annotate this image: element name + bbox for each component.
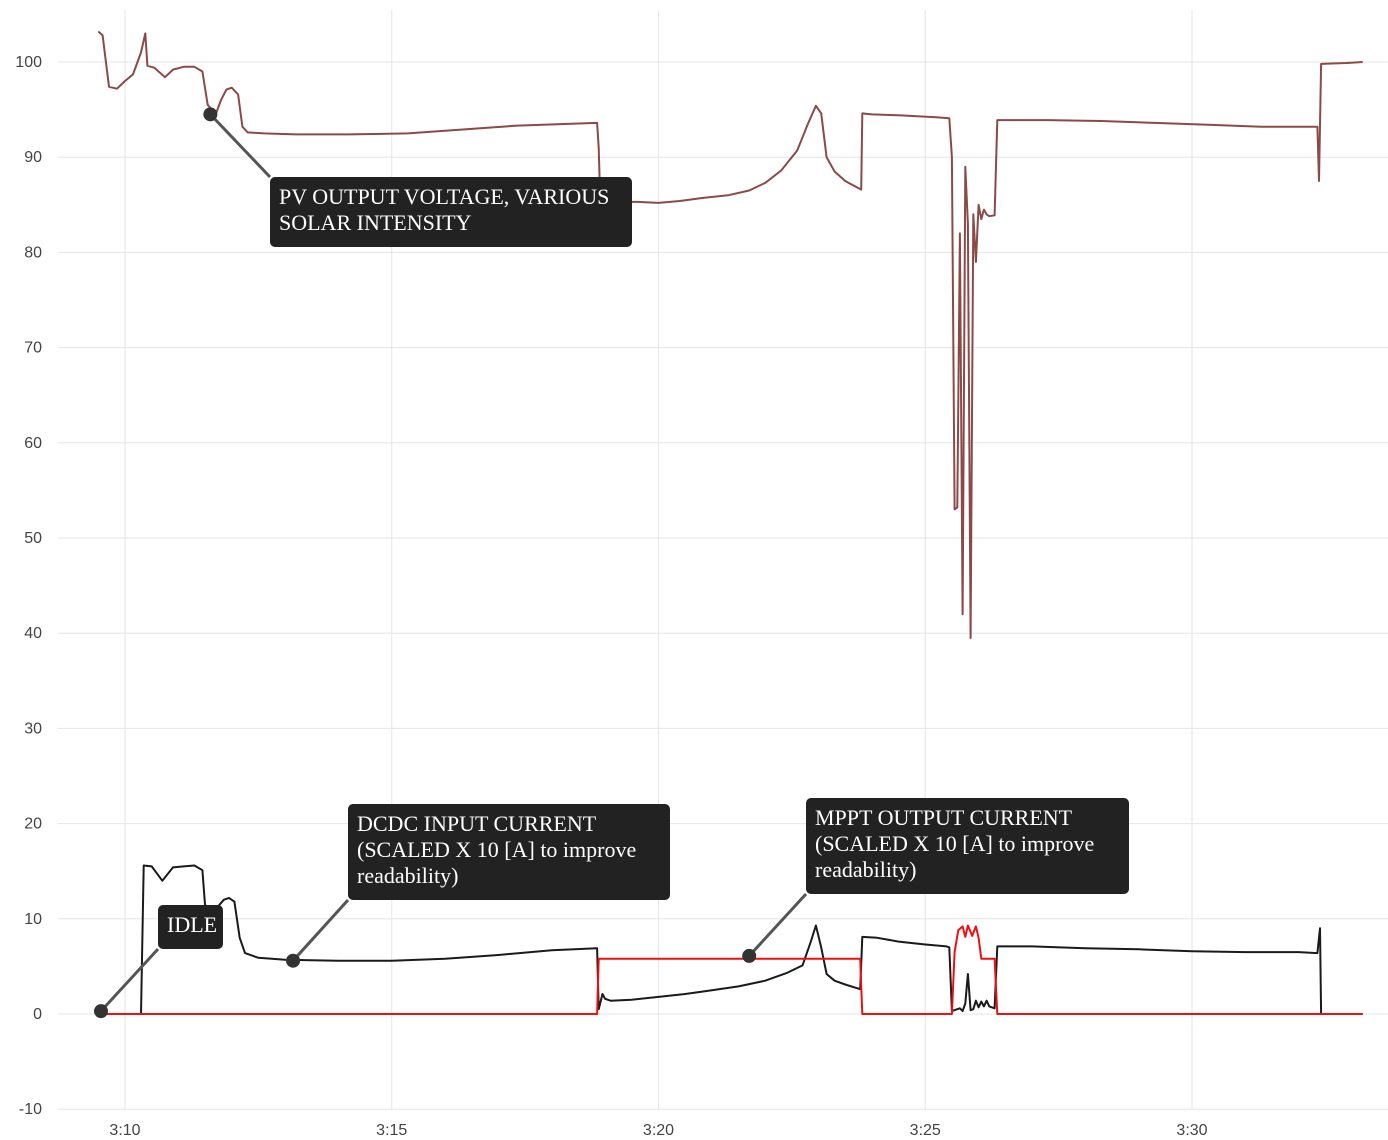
annotation-box (806, 798, 1129, 894)
annotation-leader-line (748, 892, 808, 957)
annotation-text-line: PV OUTPUT VOLTAGE, VARIOUS (279, 184, 609, 209)
y-tick-label: 70 (24, 340, 42, 357)
annotation-leader-line (209, 113, 272, 179)
annotation-box (270, 177, 632, 247)
annotation-leader-line (99, 947, 160, 1013)
y-tick-label: 90 (24, 149, 42, 166)
series-line-0 (97, 30, 1363, 639)
x-tick-label: 3:30 (1176, 1122, 1207, 1139)
annotation-callout: IDLE (93, 905, 223, 1019)
annotation-point-marker (93, 1004, 108, 1019)
x-tick-label: 3:20 (643, 1122, 674, 1139)
y-tick-label: -10 (19, 1101, 42, 1118)
y-tick-label: 100 (15, 54, 42, 71)
y-tick-label: 40 (24, 625, 42, 642)
annotation-text-line: SOLAR INTENSITY (279, 210, 472, 235)
annotation-box (348, 804, 670, 900)
annotation-text-line: (SCALED X 10 [A] to improve (357, 837, 636, 862)
series-group (95, 30, 1363, 1015)
x-tick-label: 3:10 (109, 1122, 140, 1139)
y-tick-label: 20 (24, 816, 42, 833)
annotation-text-line: readability) (815, 857, 916, 882)
grid (58, 10, 1388, 1110)
annotation-point-marker (286, 953, 301, 968)
series-line-1 (95, 864, 1363, 1015)
annotation-point-marker (742, 948, 757, 963)
annotation-text-line: IDLE (167, 912, 217, 937)
y-tick-label: 10 (24, 911, 42, 928)
x-tick-label: 3:25 (910, 1122, 941, 1139)
annotation-callout: MPPT OUTPUT CURRENT(SCALED X 10 [A] to i… (742, 798, 1129, 963)
y-tick-label: 30 (24, 720, 42, 737)
series-line-2 (95, 924, 1363, 1015)
annotation-callout: DCDC INPUT CURRENT(SCALED X 10 [A] to im… (286, 804, 670, 968)
y-tick-label: 80 (24, 244, 42, 261)
y-tick-label: 60 (24, 435, 42, 452)
annotation-text-line: MPPT OUTPUT CURRENT (815, 805, 1073, 830)
axes: -10 0 10 20 30 40 50 60 70 80 90 100 3:10 3:15 3:20 3:2… (15, 54, 1207, 1139)
annotation-text-line: (SCALED X 10 [A] to improve (815, 831, 1094, 856)
annotation-box (158, 905, 223, 949)
y-tick-label: 50 (24, 530, 42, 547)
x-tick-label: 3:15 (376, 1122, 407, 1139)
annotation-leader-line (291, 898, 350, 962)
y-tick-label: 0 (33, 1006, 42, 1023)
annotation-text-line: DCDC INPUT CURRENT (357, 811, 597, 836)
annotation-point-marker (203, 107, 218, 122)
annotation-text-line: readability) (357, 863, 458, 888)
